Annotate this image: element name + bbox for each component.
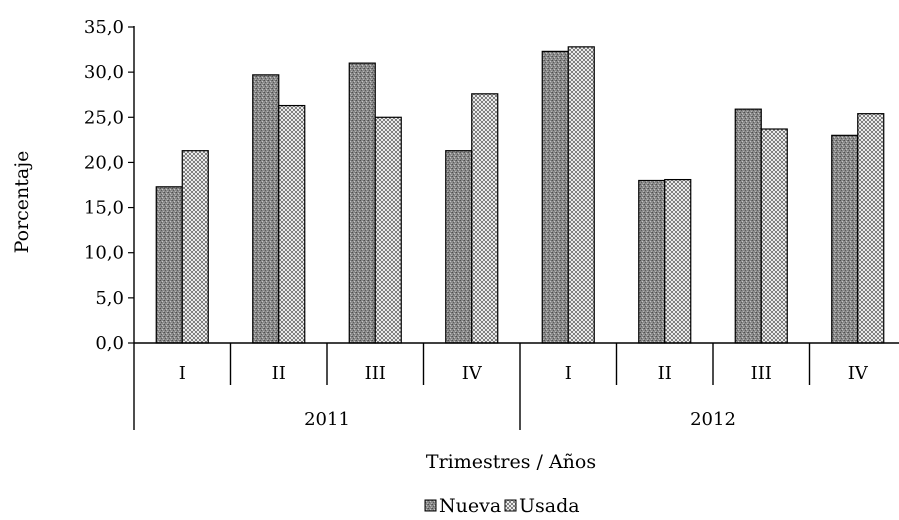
legend-label-usada: Usada xyxy=(519,495,580,517)
bar-usada-1 xyxy=(181,150,209,344)
bar-usada-2 xyxy=(278,104,306,344)
bar-nueva-7 xyxy=(734,108,762,344)
bar-usada-7 xyxy=(760,128,788,344)
x-category-label: III xyxy=(365,363,386,384)
y-axis-title: Porcentaje xyxy=(11,151,33,254)
bar-usada-5 xyxy=(567,46,595,344)
y-tick-label: 20,0 xyxy=(84,152,124,173)
bar-nueva-6 xyxy=(638,179,666,344)
bar-nueva-3 xyxy=(348,62,376,344)
x-category-label: II xyxy=(272,363,286,384)
legend-swatch-nueva xyxy=(424,499,437,512)
legend-label-nueva: Nueva xyxy=(439,495,501,517)
bar-usada-3 xyxy=(374,116,402,344)
x-category-label: III xyxy=(751,363,772,384)
bar-nueva-2 xyxy=(252,74,280,344)
y-tick-label: 0,0 xyxy=(95,333,124,354)
x-category-label: I xyxy=(179,363,186,384)
bars xyxy=(155,46,885,344)
bar-usada-8 xyxy=(857,113,885,344)
x-category-label: IV xyxy=(848,363,869,384)
y-axis-ticks: 0,0 5,0 10,0 15,0 20,0 25,0 30,0 35,0 xyxy=(84,17,134,354)
bar-usada-6 xyxy=(664,178,692,344)
y-tick-label: 5,0 xyxy=(95,288,124,309)
x-group-label: 2012 xyxy=(690,409,736,430)
y-tick-label: 15,0 xyxy=(84,198,124,219)
y-tick-label: 10,0 xyxy=(84,243,124,264)
bar-nueva-4 xyxy=(445,150,473,344)
y-tick-label: 30,0 xyxy=(84,62,124,83)
x-axis-title: Trimestres / Años xyxy=(426,451,596,473)
x-group-label: 2011 xyxy=(304,409,350,430)
bar-nueva-5 xyxy=(541,50,569,344)
legend-swatch-usada xyxy=(504,499,517,512)
bar-nueva-8 xyxy=(831,134,859,344)
y-tick-label: 35,0 xyxy=(84,17,124,38)
bar-nueva-1 xyxy=(155,186,183,344)
x-category-label: I xyxy=(565,363,572,384)
x-category-label: II xyxy=(658,363,672,384)
axes xyxy=(133,26,899,430)
bar-usada-4 xyxy=(471,93,499,344)
x-category-label: IV xyxy=(462,363,483,384)
y-tick-label: 25,0 xyxy=(84,107,124,128)
legend: Nueva Usada xyxy=(424,495,580,517)
